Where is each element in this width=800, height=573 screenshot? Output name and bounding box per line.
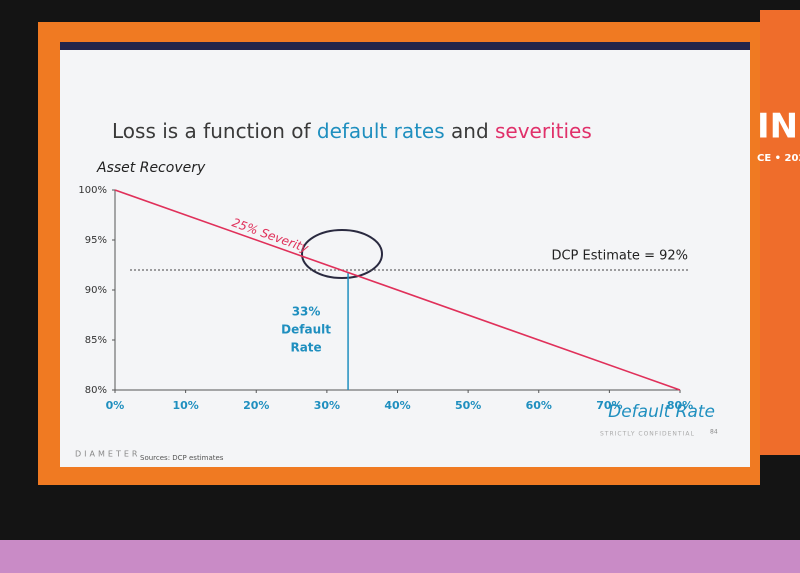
logo: DIAMETER <box>75 450 140 459</box>
series-line <box>114 189 681 391</box>
page-number: 84 <box>710 429 718 436</box>
reference-label: Default <box>281 323 331 337</box>
x-axis-label: Default Rate <box>608 402 715 422</box>
y-tick-label: 90% <box>85 285 107 296</box>
reference-label: Rate <box>290 341 321 355</box>
slide <box>60 42 750 467</box>
stage-strip <box>0 540 800 573</box>
source-note: Sources: DCP estimates <box>140 454 224 462</box>
title-part: Loss is a function of <box>112 119 317 143</box>
x-tick-label: 50% <box>455 399 481 412</box>
reference-label: 33% <box>292 305 321 319</box>
x-tick-label: 20% <box>243 399 269 412</box>
side-big-text: IN <box>757 107 798 147</box>
y-tick-label: 85% <box>85 335 107 346</box>
reference-label: DCP Estimate = 92% <box>551 249 688 264</box>
x-tick-label: 0% <box>106 399 125 412</box>
highlight-circle <box>301 229 383 279</box>
x-tick-label: 40% <box>384 399 410 412</box>
side-panel <box>760 10 800 455</box>
x-tick-label: 30% <box>314 399 340 412</box>
x-tick-label: 80% <box>667 399 693 412</box>
title-part: default rates <box>317 119 445 143</box>
y-tick-label: 95% <box>85 235 107 246</box>
x-tick-label: 70% <box>596 399 622 412</box>
y-axis-label: Asset Recovery <box>96 160 206 176</box>
y-tick-label: 100% <box>78 185 107 196</box>
side-small-text: CE • 2024 <box>757 153 800 164</box>
y-tick-label: 80% <box>85 385 107 396</box>
slide-top-bar <box>60 42 750 50</box>
title-part: severities <box>495 119 592 143</box>
x-tick-label: 10% <box>172 399 198 412</box>
confidential-note: STRICTLY CONFIDENTIAL <box>600 431 695 438</box>
chart-title: Loss is a function of default rates and … <box>112 119 592 143</box>
title-part: and <box>445 119 495 143</box>
x-tick-label: 60% <box>526 399 552 412</box>
